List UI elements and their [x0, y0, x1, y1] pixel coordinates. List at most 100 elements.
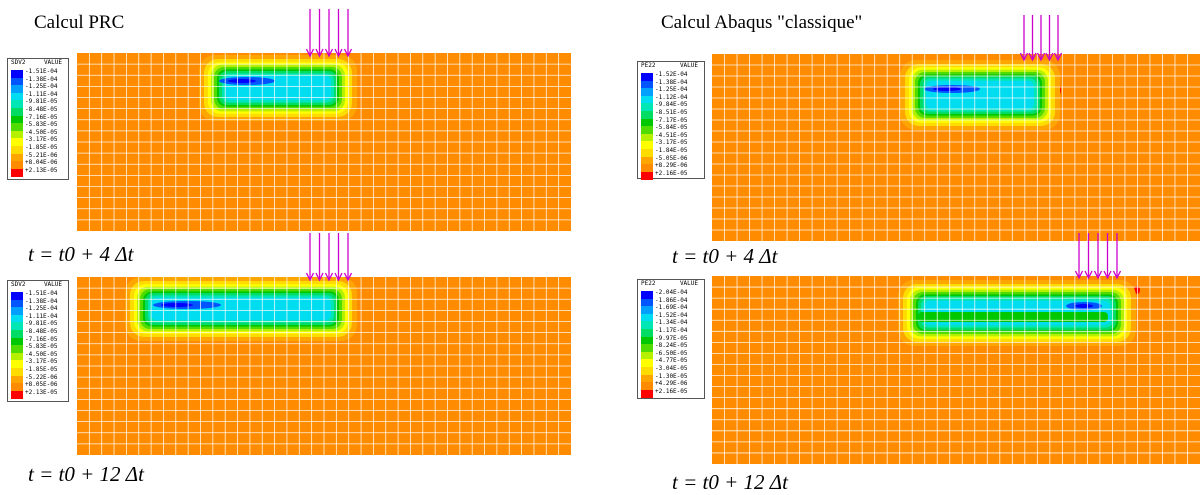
load-arrow [324, 233, 334, 282]
legend-value: -7.16E-05 [25, 113, 58, 121]
legend-entry: -4.51E-05 [641, 131, 702, 143]
legend-entry: -1.86E-04 [641, 297, 702, 308]
legend-entry: +8.29E-06 [641, 162, 702, 173]
legend-swatch [11, 330, 23, 339]
legend-entry: -7.16E-05 [11, 113, 66, 125]
legend-swatch [11, 390, 23, 400]
legend-value: -4.51E-05 [655, 131, 688, 139]
legend-value: -8.24E-05 [655, 342, 688, 350]
contour-plot [712, 276, 1200, 464]
color-legend-prc-4: SDV2 VALUE -1.51E-04 -1.38E-04 -1.25E-04 -1.1… [7, 58, 69, 180]
legend-value: -8.51E-05 [655, 109, 688, 116]
legend-unit: VALUE [679, 62, 698, 69]
legend-value: -3.17E-05 [655, 139, 688, 147]
legend-entry: -7.16E-05 [11, 335, 66, 347]
load-arrow [1075, 233, 1084, 280]
legend-entry: -3.04E-05 [641, 365, 702, 376]
legend-value: -9.81E-05 [25, 98, 58, 106]
legend-swatch [641, 321, 653, 330]
legend-entry: +8.05E-06 [11, 381, 66, 392]
legend-swatch [11, 322, 23, 331]
legend-swatch [641, 374, 653, 384]
legend-swatch [11, 307, 23, 316]
legend-swatch [11, 108, 23, 117]
load-arrow [1093, 233, 1103, 280]
legend-value: -7.17E-05 [655, 116, 688, 124]
legend-entry: -5.83E-05 [11, 343, 66, 354]
legend-value: -3.04E-05 [655, 365, 688, 372]
legend-variable: SDV2 [11, 59, 26, 66]
legend-value: -1.34E-04 [655, 319, 688, 327]
legend-header: PE22 VALUE [641, 280, 702, 290]
legend-swatch [641, 95, 653, 105]
legend-value: +8.04E-06 [25, 159, 58, 167]
legend-swatch [11, 345, 23, 354]
load-arrow [315, 9, 324, 58]
load-arrow [1020, 15, 1029, 62]
time-label-abaqus-4: t = t0 + 4 Δt [672, 244, 778, 268]
legend-entry: +2.16E-05 [641, 388, 702, 399]
legend-entry: -2.04E-04 [641, 289, 702, 300]
legend-entry: -8.24E-05 [641, 342, 702, 353]
legend-value: -1.11E-04 [25, 312, 58, 320]
legend-value: -1.52E-04 [655, 71, 688, 78]
legend-swatch [641, 336, 653, 346]
legend-entry: +2.13E-05 [11, 389, 66, 400]
load-arrows-prc-12 [306, 233, 352, 282]
legend-value: -1.51E-04 [25, 68, 58, 75]
legend-swatch [11, 70, 23, 79]
legend-header: PE22 VALUE [641, 62, 702, 72]
mesh-grid [77, 53, 571, 231]
legend-swatch [641, 329, 653, 338]
legend-swatch [641, 73, 653, 82]
load-arrow [324, 9, 334, 58]
legend-value: -3.17E-05 [25, 358, 58, 366]
legend-value: -5.83E-05 [25, 343, 58, 351]
legend-value: -7.16E-05 [25, 335, 58, 343]
legend-swatch [11, 100, 23, 109]
legend-entry: -3.17E-05 [11, 136, 66, 147]
time-label-prc-4: t = t0 + 4 Δt [28, 242, 134, 266]
legend-variable: PE22 [641, 280, 656, 287]
contour-plot [77, 53, 571, 231]
legend-swatch [641, 111, 653, 120]
mesh-grid [712, 276, 1200, 464]
legend-swatch [11, 383, 23, 392]
legend-swatch [641, 359, 653, 368]
legend-entry: -4.50E-05 [11, 129, 66, 140]
contour-plot [77, 277, 571, 455]
legend-entry: -1.69E-04 [641, 304, 702, 315]
load-arrow [1103, 233, 1112, 280]
legend-swatch [641, 367, 653, 376]
load-arrow [343, 9, 352, 58]
legend-swatch [641, 171, 653, 181]
contour-band [926, 80, 1034, 110]
load-arrow [343, 233, 352, 282]
legend-entry: -9.84E-05 [641, 101, 702, 112]
legend-entry: -4.50E-05 [11, 351, 66, 362]
legend-header: SDV2 VALUE [11, 59, 66, 69]
legend-entry: -1.25E-04 [641, 86, 702, 97]
legend-entry: -8.48E-05 [11, 328, 66, 339]
legend-swatch [641, 141, 653, 150]
legend-entry: -1.25E-04 [11, 305, 66, 316]
mesh-prc-4 [76, 52, 572, 232]
legend-value: -1.12E-04 [655, 93, 688, 101]
legend-value: -6.50E-05 [655, 349, 688, 357]
contour-plot [712, 54, 1200, 241]
load-arrow [306, 233, 315, 282]
legend-swatch [641, 164, 653, 173]
legend-entry: -1.38E-04 [641, 79, 702, 90]
legend-value: +8.05E-06 [25, 381, 58, 389]
color-legend-abaqus-12: PE22 VALUE -2.04E-04 -1.86E-04 -1.69E-04 -1.5… [637, 279, 705, 399]
legend-value: -1.38E-04 [25, 75, 58, 83]
legend-entry: -3.17E-05 [641, 139, 702, 150]
legend-entry: -5.84E-05 [641, 124, 702, 135]
legend-value: -5.83E-05 [25, 121, 58, 129]
legend-swatch [11, 146, 23, 155]
legend-swatch [641, 118, 653, 128]
legend-swatch [11, 368, 23, 377]
legend-value: -5.84E-05 [655, 124, 688, 132]
legend-swatch [641, 88, 653, 97]
legend-entry: -1.38E-04 [11, 298, 66, 309]
